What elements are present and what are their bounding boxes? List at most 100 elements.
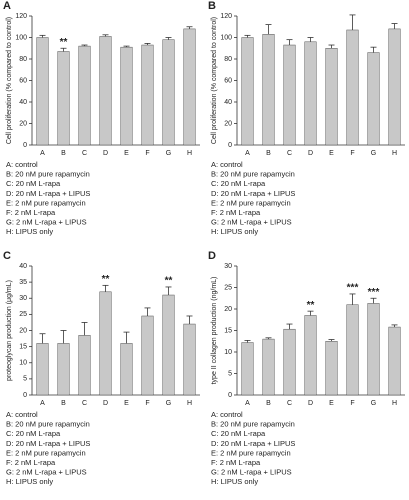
x-tick-label: H <box>392 150 397 157</box>
panel-letter: A <box>3 0 11 12</box>
x-tick-label: C <box>287 400 292 407</box>
x-tick-label: D <box>308 150 313 157</box>
x-tick-label: E <box>124 400 129 407</box>
x-tick-label: F <box>145 400 149 407</box>
legend-note: C: 20 nM L-rapa <box>6 179 61 188</box>
error-bar <box>123 331 130 344</box>
bar <box>388 326 401 396</box>
legend-note: E: 2 nM pure rapamycin <box>211 448 291 457</box>
y-tick-label: 5 <box>228 370 232 377</box>
x-tick-label: F <box>350 150 354 157</box>
y-tick-label: 100 <box>220 34 232 41</box>
significance: ** <box>102 274 110 285</box>
legend-note: D: 20 nM L-rapa + LIPUS <box>211 189 295 198</box>
legend-note: E: 2 nM pure rapamycin <box>6 198 86 207</box>
significance: *** <box>347 283 359 294</box>
significance: ** <box>165 276 173 287</box>
legend-note: H: LIPUS only <box>6 227 53 236</box>
x-tick-label: G <box>371 400 376 407</box>
x-tick-label: A <box>245 400 250 407</box>
bar <box>325 48 338 146</box>
legend-note: D: 20 nM L-rapa + LIPUS <box>6 189 90 198</box>
x-tick-label: D <box>103 400 108 407</box>
error-bar <box>144 43 151 46</box>
y-tick-label: 20 <box>224 120 232 127</box>
bar <box>283 44 296 146</box>
x-tick-label: A <box>40 400 45 407</box>
x-tick-label: G <box>166 400 171 407</box>
error-bar <box>370 46 377 53</box>
x-tick-label: F <box>145 150 149 157</box>
error-bar <box>286 39 293 46</box>
error-bar <box>307 37 314 42</box>
y-tick-label: 120 <box>15 13 27 20</box>
legend-note: C: 20 nM L-rapa <box>6 429 61 438</box>
error-bar <box>286 323 293 330</box>
x-tick-label: A <box>245 150 250 157</box>
legend-note: G: 2 nM L-rapa + LIPUS <box>6 468 87 477</box>
error-bar <box>60 47 67 52</box>
bar <box>262 34 275 146</box>
y-tick-label: 15 <box>224 327 232 334</box>
legend-note: F: 2 nM L-rapa <box>6 458 56 467</box>
error-bar <box>39 333 46 344</box>
y-axis-label: proteoglycan production (μg/mL) <box>6 280 13 381</box>
bar <box>57 51 70 146</box>
y-tick-label: 0 <box>23 142 27 149</box>
significance: *** <box>368 287 380 298</box>
x-tick-label: G <box>166 150 171 157</box>
y-tick-label: 30 <box>224 263 232 270</box>
error-bar <box>265 337 272 340</box>
error-bar <box>349 14 356 30</box>
bar <box>241 342 254 396</box>
y-tick-label: 80 <box>224 56 232 63</box>
legend-note: G: 2 nM L-rapa + LIPUS <box>211 218 292 227</box>
legend-note: H: LIPUS only <box>211 227 258 236</box>
error-bar <box>244 339 251 343</box>
legend-note: A: control <box>6 160 38 169</box>
bar <box>57 343 70 396</box>
legend-note: G: 2 nM L-rapa + LIPUS <box>211 468 292 477</box>
y-tick-label: 25 <box>224 284 232 291</box>
legend-note: E: 2 nM pure rapamycin <box>211 198 291 207</box>
bar <box>183 323 196 396</box>
bar <box>36 343 49 396</box>
bar <box>141 44 154 146</box>
panel: A Cell proliferation (% compared to contr… <box>3 0 200 236</box>
legend-note: B: 20 nM pure rapamycin <box>211 420 295 429</box>
panel-letter: B <box>208 0 216 12</box>
y-tick-label: 10 <box>19 360 27 367</box>
panel: B Cell proliferation (% compared to contr… <box>208 0 405 236</box>
y-axis-label: Cell proliferation (% compared to contro… <box>211 17 218 144</box>
x-tick-label: C <box>82 150 87 157</box>
bar <box>283 328 296 396</box>
y-tick-label: 120 <box>220 13 232 20</box>
y-tick-label: 60 <box>19 77 27 84</box>
error-bar <box>370 297 377 304</box>
legend-note: A: control <box>211 160 243 169</box>
legend-note: B: 20 nM pure rapamycin <box>6 170 90 179</box>
y-tick-label: 35 <box>19 279 27 286</box>
x-tick-label: C <box>82 400 87 407</box>
y-tick-label: 5 <box>23 376 27 383</box>
legend-note: G: 2 nM L-rapa + LIPUS <box>6 218 87 227</box>
bar <box>388 28 401 146</box>
legend-note: F: 2 nM L-rapa <box>6 208 56 217</box>
legend-note: E: 2 nM pure rapamycin <box>6 448 86 457</box>
bar <box>141 315 154 396</box>
error-bar <box>186 26 193 29</box>
error-bar <box>186 315 193 325</box>
x-tick-label: G <box>371 150 376 157</box>
legend-note: H: LIPUS only <box>6 477 53 486</box>
y-tick-label: 20 <box>19 327 27 334</box>
legend-note: F: 2 nM L-rapa <box>211 458 261 467</box>
x-tick-label: B <box>266 150 271 157</box>
y-tick-label: 40 <box>19 99 27 106</box>
y-tick-label: 20 <box>224 306 232 313</box>
y-tick-label: 0 <box>228 392 232 399</box>
error-bar <box>123 45 130 48</box>
bar <box>346 29 359 146</box>
y-tick-label: 100 <box>15 34 27 41</box>
